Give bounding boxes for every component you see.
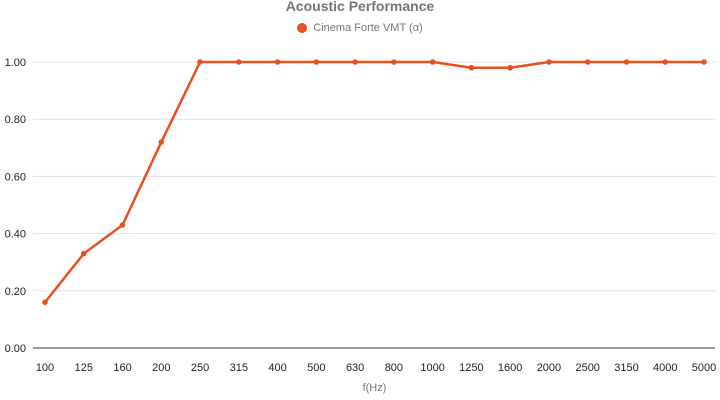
x-tick-label: 500 xyxy=(307,362,325,374)
y-tick-label: 0.60 xyxy=(5,171,26,183)
data-point xyxy=(313,59,320,65)
x-tick-label: 1000 xyxy=(420,362,444,374)
x-axis-ticks: 100 125 160 200 250 315 400 500 630 800 1000 1250 16… xyxy=(36,362,716,374)
x-tick-label: 5000 xyxy=(692,362,716,374)
x-tick-label: 1600 xyxy=(498,362,522,374)
legend: Cinema Forte VMT (α) xyxy=(0,22,720,34)
data-point xyxy=(507,64,513,71)
x-tick-label: 125 xyxy=(75,362,93,374)
legend-swatch xyxy=(297,23,308,33)
x-tick-label: 160 xyxy=(113,362,131,374)
data-point xyxy=(623,59,630,65)
data-point xyxy=(80,250,87,257)
data-point xyxy=(236,59,242,65)
x-tick-label: 2000 xyxy=(537,362,561,374)
x-tick-label: 630 xyxy=(346,362,364,374)
x-tick-label: 250 xyxy=(191,362,209,374)
x-tick-label: 315 xyxy=(230,362,248,374)
y-axis-ticks: 0.00 0.20 0.40 0.60 0.80 1.00 xyxy=(5,57,26,355)
x-tick-label: 2500 xyxy=(575,362,599,374)
x-tick-label: 1250 xyxy=(459,362,483,374)
x-tick-label: 4000 xyxy=(653,362,677,374)
data-point xyxy=(662,59,669,65)
data-point xyxy=(468,64,475,71)
data-point xyxy=(119,222,126,228)
data-point xyxy=(391,59,397,65)
y-tick-label: 0.40 xyxy=(5,229,26,241)
y-tick-label: 0.80 xyxy=(5,114,26,126)
series-line xyxy=(44,60,704,304)
x-axis-title: f(Hz) xyxy=(363,382,387,394)
y-tick-label: 0.20 xyxy=(5,286,26,298)
y-tick-label: 0.00 xyxy=(5,343,26,355)
data-point xyxy=(42,299,48,306)
x-tick-label: 100 xyxy=(36,362,54,374)
data-point xyxy=(197,59,203,65)
series-layer xyxy=(42,59,707,306)
data-point xyxy=(546,59,552,65)
data-point xyxy=(352,59,358,65)
grid-lines xyxy=(33,61,715,349)
data-point xyxy=(701,59,707,65)
data-point xyxy=(429,59,436,65)
x-tick-label: 400 xyxy=(268,362,286,374)
x-tick-label: 200 xyxy=(152,362,170,374)
data-point xyxy=(158,139,165,145)
chart-title: Acoustic Performance xyxy=(285,0,435,14)
y-tick-label: 1.00 xyxy=(5,57,26,69)
data-point xyxy=(584,59,591,65)
data-point xyxy=(274,59,281,65)
legend-label: Cinema Forte VMT (α) xyxy=(313,22,423,34)
x-tick-label: 3150 xyxy=(614,362,638,374)
x-tick-label: 800 xyxy=(385,362,403,374)
